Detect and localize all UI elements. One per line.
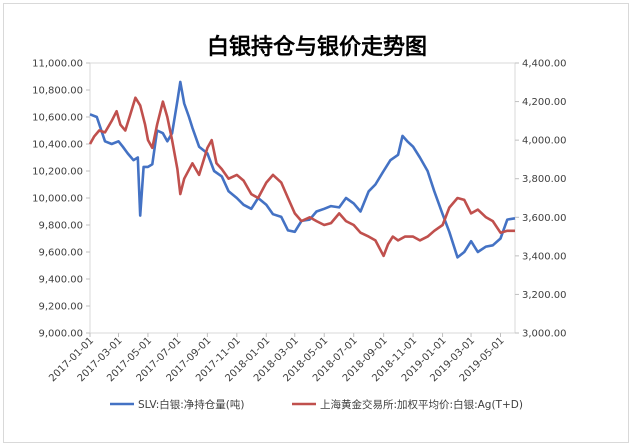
y-left-tick-label: 9,000.00 xyxy=(38,329,83,340)
chart-title: 白银持仓与银价走势图 xyxy=(207,34,427,60)
y-left-tick-label: 10,600.00 xyxy=(32,113,83,124)
series-line-2 xyxy=(88,96,515,258)
y-left-tick-label: 9,400.00 xyxy=(38,275,83,286)
legend-label: SLV:白银:净持仓量(吨) xyxy=(138,398,244,411)
y-right-tick-label: 4,400.00 xyxy=(522,59,567,70)
y-left-tick-label: 9,200.00 xyxy=(38,302,83,313)
y-right-tick-label: 3,000.00 xyxy=(522,329,567,340)
legend-item-1: SLV:白银:净持仓量(吨) xyxy=(110,398,244,411)
plot-area xyxy=(89,62,516,334)
y-right-tick-label: 3,600.00 xyxy=(522,213,567,224)
y-left-tick-label: 10,400.00 xyxy=(32,140,83,151)
y-left-tick-label: 10,000.00 xyxy=(32,194,83,205)
chart-frame xyxy=(3,3,629,443)
plot-border xyxy=(89,62,516,334)
y-right-tick-label: 3,800.00 xyxy=(522,174,567,185)
y-left-tick-label: 9,800.00 xyxy=(38,221,83,232)
y-right-tick-label: 4,200.00 xyxy=(522,97,567,108)
y-right-tick-label: 3,400.00 xyxy=(522,251,567,262)
y-right-tick-label: 3,200.00 xyxy=(522,290,567,301)
legend: SLV:白银:净持仓量(吨) 上海黄金交易所:加权平均价:白银:Ag(T+D) xyxy=(110,398,523,411)
y-axis-left: 9,000.00 9,200.00 9,400.00 9,600.00 9,800.00… xyxy=(32,59,90,340)
y-left-tick-label: 11,000.00 xyxy=(32,59,83,70)
series-layer xyxy=(88,80,516,259)
y-left-tick-label: 9,600.00 xyxy=(38,248,83,259)
y-right-tick-label: 4,000.00 xyxy=(522,136,567,147)
legend-label: 上海黄金交易所:加权平均价:白银:Ag(T+D) xyxy=(320,398,523,411)
legend-item-2: 上海黄金交易所:加权平均价:白银:Ag(T+D) xyxy=(292,398,523,411)
series-line-1 xyxy=(89,80,516,259)
x-axis: 2017-01-012017-03-012017-05-012017-07-01… xyxy=(47,333,507,384)
y-left-tick-label: 10,200.00 xyxy=(32,167,83,178)
y-axis-right: 3,000.00 3,200.00 3,400.00 3,600.00 3,800.00… xyxy=(515,59,567,340)
y-left-tick-label: 10,800.00 xyxy=(32,86,83,97)
